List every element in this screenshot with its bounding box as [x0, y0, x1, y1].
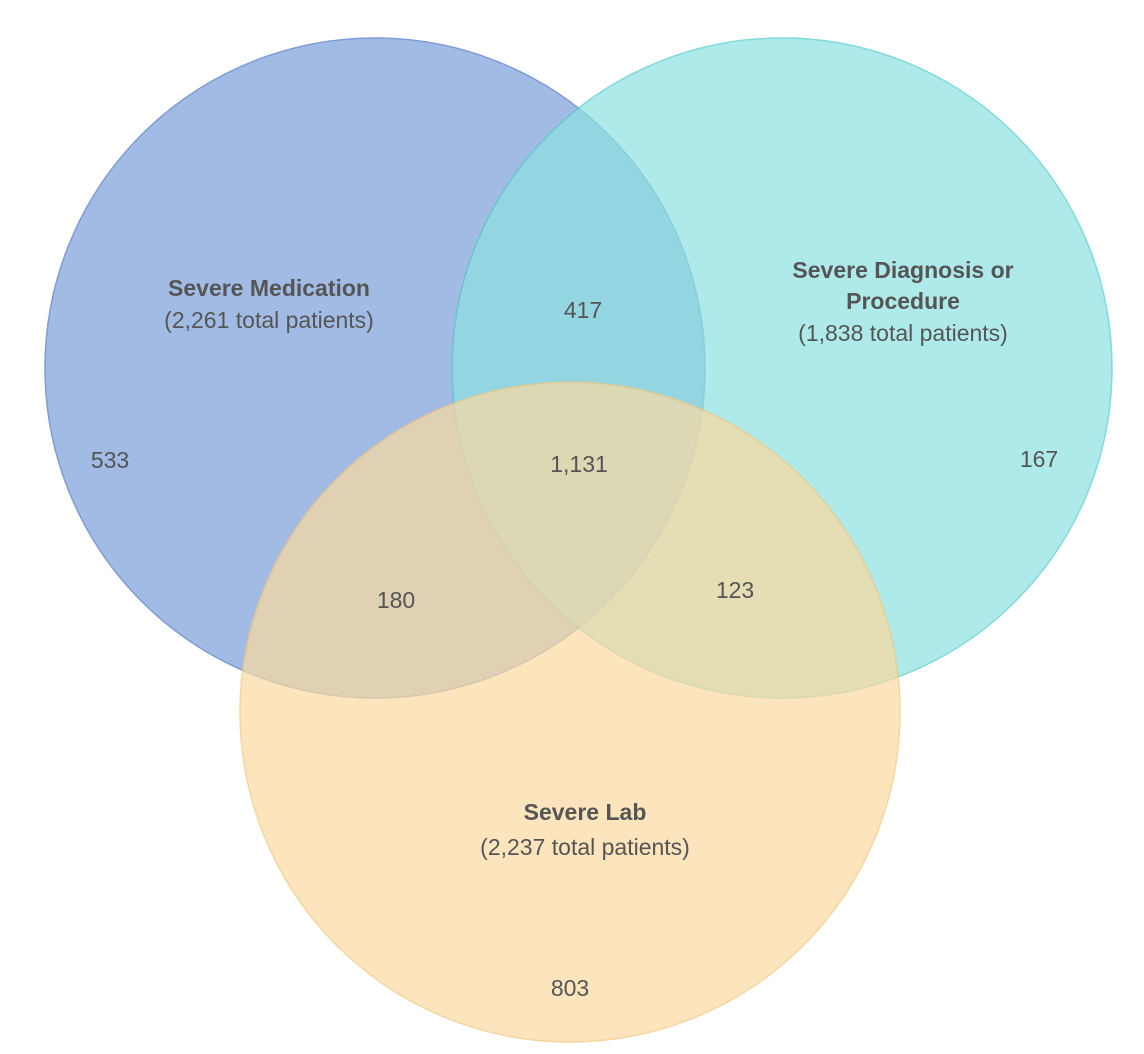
set-total-lab: (2,237 total patients) [480, 834, 690, 860]
set-circle-lab [239, 381, 901, 1043]
region-count-medication-diagnosis: 417 [564, 297, 602, 323]
set-total-diagnosis: (1,838 total patients) [798, 320, 1008, 346]
region-count-lab-only: 803 [551, 975, 589, 1001]
region-count-diagnosis-lab: 123 [716, 577, 754, 603]
region-count-medication-only: 533 [91, 447, 129, 473]
set-title-diagnosis-line1: Severe Diagnosis or [792, 257, 1013, 283]
set-label-lab: Severe Lab (2,237 total patients) [480, 799, 690, 860]
set-total-medication: (2,261 total patients) [164, 307, 374, 333]
set-title-lab: Severe Lab [524, 799, 647, 825]
region-count-medication-lab: 180 [377, 587, 415, 613]
region-count-diagnosis-only: 167 [1020, 446, 1058, 472]
set-label-medication: Severe Medication (2,261 total patients) [164, 275, 374, 333]
set-title-diagnosis-line2: Procedure [846, 288, 960, 314]
region-count-all-three: 1,131 [550, 451, 608, 477]
set-title-medication: Severe Medication [168, 275, 370, 301]
set-label-diagnosis: Severe Diagnosis or Procedure (1,838 tot… [792, 257, 1013, 346]
